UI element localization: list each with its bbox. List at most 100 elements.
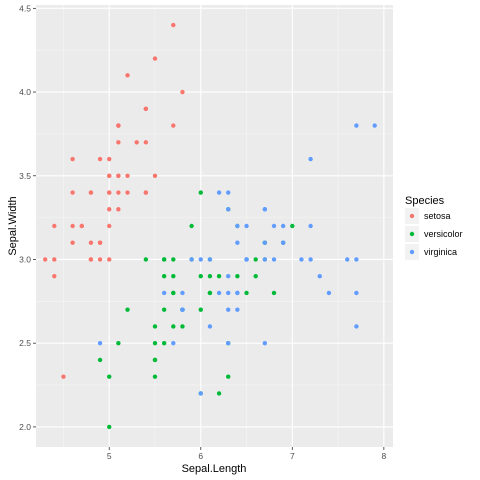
data-point-setosa [134,140,139,145]
legend-label-virginica: virginica [424,247,457,257]
data-point-versicolor [171,324,176,329]
data-point-versicolor [180,324,185,329]
data-point-versicolor [271,290,277,296]
y-tick-label: 3.0 [19,254,31,264]
data-point-virginica [308,223,313,229]
data-point-versicolor [171,274,176,279]
data-point-virginica [235,223,240,229]
data-point-setosa [79,223,84,229]
data-point-setosa [125,73,130,78]
data-point-virginica [226,190,231,195]
data-point-virginica [171,340,176,346]
data-point-virginica [354,324,359,329]
legend: Species setosa versicolor virginica [405,195,463,260]
data-point-setosa [143,190,149,195]
data-point-versicolor [198,274,203,279]
y-axis-title: Sepal.Width [7,196,19,255]
data-point-virginica [317,274,322,279]
data-point-setosa [171,22,176,28]
x-tick-label: 6 [198,451,203,461]
data-point-virginica [299,257,304,262]
data-point-virginica [226,290,231,296]
data-point-setosa [70,190,75,195]
data-point-setosa [107,207,112,212]
x-axis: 5 6 7 8 [107,447,386,461]
data-point-virginica [271,257,277,262]
data-point-setosa [171,123,176,128]
legend-label-versicolor: versicolor [424,229,463,239]
data-point-virginica [180,290,185,296]
data-point-virginica [244,257,249,262]
legend-key-setosa [409,213,415,219]
data-point-virginica [235,307,240,312]
data-point-virginica [372,123,377,128]
data-point-setosa [97,240,103,245]
data-point-versicolor [116,340,121,346]
data-point-setosa [52,274,57,279]
data-point-setosa [125,173,130,178]
data-point-setosa [70,240,75,245]
data-point-virginica [354,257,359,262]
data-point-virginica [345,257,350,262]
data-point-setosa [152,173,158,178]
data-point-versicolor [152,324,158,329]
data-point-virginica [326,290,332,296]
data-point-setosa [61,374,66,379]
data-point-versicolor [253,257,258,262]
data-point-virginica [216,290,222,296]
data-point-setosa [125,190,130,195]
data-point-virginica [226,340,231,346]
x-tick-label: 7 [290,451,295,461]
data-point-versicolor [171,257,176,262]
data-point-virginica [180,307,185,312]
data-point-virginica [161,290,167,296]
data-point-versicolor [161,274,167,279]
major-gridlines [36,5,393,447]
x-axis-title: Sepal.Length [182,463,247,475]
data-point-setosa [116,173,121,178]
data-point-versicolor [171,290,176,296]
data-point-setosa [52,257,57,262]
data-point-virginica [308,156,313,162]
data-point-setosa [107,173,112,178]
minor-gridlines [36,5,393,447]
data-point-setosa [116,123,121,128]
data-point-versicolor [152,340,158,346]
data-point-versicolor [125,307,130,312]
data-point-virginica [262,207,268,212]
data-point-versicolor [235,274,240,279]
data-point-setosa [70,156,75,162]
data-point-virginica [262,257,268,262]
data-point-virginica [235,290,240,296]
data-point-virginica [262,340,268,346]
data-point-versicolor [107,374,112,379]
data-point-versicolor [216,391,222,396]
data-point-versicolor [198,190,203,195]
data-points [42,22,377,430]
data-point-versicolor [226,374,231,379]
data-point-setosa [143,140,149,145]
y-axis: 2.0 2.5 3.0 3.5 4.0 4.5 [19,3,36,432]
data-point-versicolor [198,307,203,312]
data-point-setosa [107,257,112,262]
data-point-virginica [198,257,203,262]
data-point-setosa [52,223,57,229]
data-point-setosa [116,140,121,145]
data-point-virginica [280,240,286,245]
legend-key-virginica [409,249,415,255]
data-point-versicolor [152,374,158,379]
data-point-versicolor [290,223,295,229]
data-point-setosa [107,223,112,229]
legend-key-versicolor [409,231,415,237]
y-tick-label: 4.5 [19,3,31,13]
data-point-virginica [308,257,313,262]
data-point-versicolor [97,357,103,363]
data-point-virginica [244,223,249,229]
data-point-setosa [97,156,103,162]
x-tick-label: 5 [107,451,112,461]
data-point-versicolor [152,357,158,363]
data-point-setosa [116,207,121,212]
data-point-setosa [88,257,94,262]
data-point-virginica [216,190,222,195]
